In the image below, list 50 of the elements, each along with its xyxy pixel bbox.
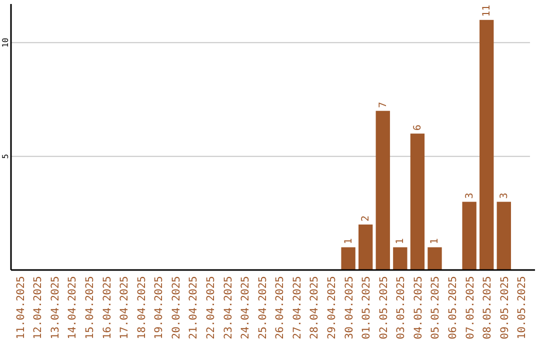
x-tick-label: 07.05.2025 bbox=[464, 276, 476, 340]
x-tick-label: 14.04.2025 bbox=[66, 276, 79, 340]
y-tick-label: 10 bbox=[1, 38, 10, 48]
x-tick-label: 22.04.2025 bbox=[204, 276, 217, 340]
data-label: 3 bbox=[498, 192, 510, 199]
x-tick-label: 13.04.2025 bbox=[49, 276, 62, 340]
x-tick-label: 12.04.2025 bbox=[32, 276, 44, 340]
data-label: 11 bbox=[482, 4, 493, 17]
bar bbox=[393, 247, 408, 270]
data-label: 2 bbox=[360, 216, 372, 222]
x-tick-label: 27.04.2025 bbox=[291, 276, 304, 340]
x-tick-label: 28.04.2025 bbox=[308, 276, 321, 340]
bar bbox=[376, 110, 390, 270]
x-tick-label: 08.05.2025 bbox=[482, 276, 494, 340]
x-tick-label: 23.04.2025 bbox=[222, 276, 234, 340]
bar bbox=[358, 224, 373, 270]
x-tick-label: 21.04.2025 bbox=[188, 276, 200, 340]
data-label: 1 bbox=[395, 238, 406, 244]
x-tick-label: 26.04.2025 bbox=[274, 276, 286, 340]
bar bbox=[428, 247, 442, 270]
data-label: 3 bbox=[464, 192, 476, 199]
x-tick-label: 06.05.2025 bbox=[447, 276, 460, 340]
x-tick-label: 09.05.2025 bbox=[498, 276, 511, 340]
x-tick-label: 29.04.2025 bbox=[326, 276, 338, 340]
x-tick-label: 18.04.2025 bbox=[136, 276, 148, 340]
x-tick-label: 05.05.2025 bbox=[430, 276, 442, 340]
x-tick-label: 10.05.2025 bbox=[516, 276, 528, 340]
x-tick-label: 01.05.2025 bbox=[360, 276, 373, 340]
x-tick-label: 25.04.2025 bbox=[256, 276, 269, 340]
x-tick-label: 04.05.2025 bbox=[412, 276, 424, 340]
x-tick-label: 24.04.2025 bbox=[240, 276, 252, 340]
bar bbox=[410, 134, 425, 270]
x-tick-label: 20.04.2025 bbox=[170, 276, 182, 340]
x-tick-label: 17.04.2025 bbox=[118, 276, 131, 340]
y-tick-label: 5 bbox=[1, 154, 10, 159]
data-label: 6 bbox=[412, 124, 424, 131]
x-tick-label: 02.05.2025 bbox=[378, 276, 390, 340]
x-tick-label: 03.05.2025 bbox=[395, 276, 408, 340]
data-label: 7 bbox=[378, 102, 389, 108]
x-tick-label: 11.04.2025 bbox=[14, 276, 27, 340]
bar bbox=[496, 202, 511, 270]
data-label: 1 bbox=[343, 238, 354, 244]
x-tick-label: 16.04.2025 bbox=[101, 276, 114, 340]
x-tick-label: 30.04.2025 bbox=[343, 276, 356, 340]
bar bbox=[341, 247, 356, 270]
x-tick-label: 15.04.2025 bbox=[84, 276, 96, 340]
data-label: 1 bbox=[430, 238, 441, 244]
x-tick-label: 19.04.2025 bbox=[153, 276, 166, 340]
bar bbox=[480, 20, 494, 270]
bar bbox=[462, 202, 476, 270]
